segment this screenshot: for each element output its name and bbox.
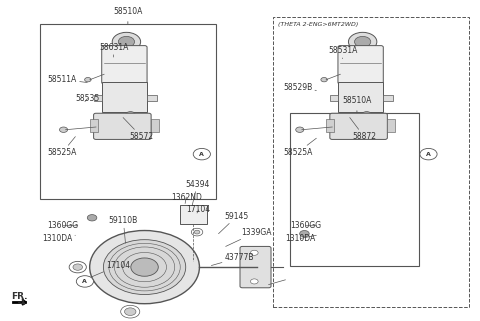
Bar xyxy=(94,95,102,101)
Bar xyxy=(151,119,159,133)
Circle shape xyxy=(420,148,437,160)
Text: A: A xyxy=(199,152,204,157)
Text: 58511A: 58511A xyxy=(48,75,87,84)
Bar xyxy=(290,113,419,265)
Circle shape xyxy=(90,230,199,304)
Text: 58535: 58535 xyxy=(75,94,100,103)
Bar xyxy=(387,119,395,133)
Text: 43777B: 43777B xyxy=(211,253,254,265)
Text: 1310DA: 1310DA xyxy=(42,234,75,243)
Text: 54394: 54394 xyxy=(185,180,209,205)
Circle shape xyxy=(192,228,203,236)
Bar xyxy=(274,17,469,307)
Text: 58529B: 58529B xyxy=(283,83,316,92)
Bar xyxy=(338,82,383,112)
Circle shape xyxy=(362,112,372,118)
Text: 58510A: 58510A xyxy=(342,96,372,113)
Text: 59110B: 59110B xyxy=(109,216,138,243)
Circle shape xyxy=(296,127,304,133)
Circle shape xyxy=(321,77,327,82)
Bar xyxy=(330,95,338,101)
Text: 58510A: 58510A xyxy=(113,7,143,24)
Text: FR.: FR. xyxy=(11,291,27,300)
FancyBboxPatch shape xyxy=(338,46,384,84)
FancyBboxPatch shape xyxy=(102,46,147,84)
Text: 1360GG: 1360GG xyxy=(290,221,321,230)
Circle shape xyxy=(87,215,97,221)
Text: 58525A: 58525A xyxy=(283,138,316,157)
FancyBboxPatch shape xyxy=(94,113,151,139)
Text: 58525A: 58525A xyxy=(48,137,77,157)
Text: 58631A: 58631A xyxy=(99,43,129,57)
Circle shape xyxy=(60,127,68,133)
Bar xyxy=(147,95,157,101)
Circle shape xyxy=(76,276,94,287)
Bar xyxy=(90,119,98,133)
Circle shape xyxy=(112,32,141,51)
Text: 17104: 17104 xyxy=(187,205,211,214)
Bar xyxy=(102,82,147,112)
Text: A: A xyxy=(83,279,87,284)
FancyBboxPatch shape xyxy=(240,247,271,288)
Text: 1360GG: 1360GG xyxy=(48,221,79,230)
Circle shape xyxy=(73,264,83,270)
Bar xyxy=(180,205,206,224)
Circle shape xyxy=(124,308,136,316)
Text: 17104: 17104 xyxy=(92,261,131,277)
Circle shape xyxy=(194,230,200,234)
Text: (THETA 2-ENG>6MT2WD): (THETA 2-ENG>6MT2WD) xyxy=(278,22,359,27)
Circle shape xyxy=(126,112,135,118)
Circle shape xyxy=(348,32,377,51)
Text: 1362ND: 1362ND xyxy=(171,193,202,204)
Bar xyxy=(383,95,393,101)
Text: 59145: 59145 xyxy=(218,212,249,234)
Circle shape xyxy=(300,230,309,237)
Circle shape xyxy=(193,148,210,160)
Circle shape xyxy=(69,261,86,273)
Circle shape xyxy=(131,258,158,276)
Circle shape xyxy=(251,279,258,284)
Text: 58872: 58872 xyxy=(350,117,376,141)
Circle shape xyxy=(103,240,186,295)
Text: A: A xyxy=(426,152,431,157)
Circle shape xyxy=(355,36,371,47)
Circle shape xyxy=(118,36,134,47)
Text: 58531A: 58531A xyxy=(328,46,358,59)
Bar xyxy=(39,24,216,199)
Text: 58572: 58572 xyxy=(123,117,154,141)
Circle shape xyxy=(84,77,91,82)
FancyBboxPatch shape xyxy=(330,113,387,139)
Text: 1310DA: 1310DA xyxy=(285,234,316,243)
Circle shape xyxy=(120,305,140,318)
Bar xyxy=(326,119,334,133)
Circle shape xyxy=(251,250,258,255)
Text: 1339GA: 1339GA xyxy=(226,228,272,247)
